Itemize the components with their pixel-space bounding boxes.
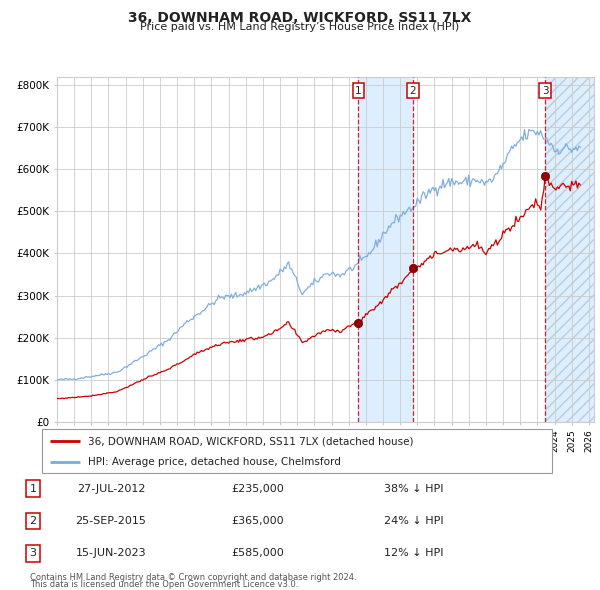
Text: £365,000: £365,000 xyxy=(232,516,284,526)
Text: 15-JUN-2023: 15-JUN-2023 xyxy=(76,549,146,558)
Text: HPI: Average price, detached house, Chelmsford: HPI: Average price, detached house, Chel… xyxy=(88,457,341,467)
Text: 24% ↓ HPI: 24% ↓ HPI xyxy=(384,516,443,526)
Text: 12% ↓ HPI: 12% ↓ HPI xyxy=(384,549,443,558)
Text: Contains HM Land Registry data © Crown copyright and database right 2024.: Contains HM Land Registry data © Crown c… xyxy=(30,573,356,582)
Text: £235,000: £235,000 xyxy=(232,484,284,493)
Text: £585,000: £585,000 xyxy=(232,549,284,558)
Text: 38% ↓ HPI: 38% ↓ HPI xyxy=(384,484,443,493)
Text: 1: 1 xyxy=(29,484,37,493)
Text: 36, DOWNHAM ROAD, WICKFORD, SS11 7LX: 36, DOWNHAM ROAD, WICKFORD, SS11 7LX xyxy=(128,11,472,25)
Text: 3: 3 xyxy=(542,86,548,96)
Text: Price paid vs. HM Land Registry’s House Price Index (HPI): Price paid vs. HM Land Registry’s House … xyxy=(140,22,460,32)
Text: 2: 2 xyxy=(29,516,37,526)
Text: 27-JUL-2012: 27-JUL-2012 xyxy=(77,484,145,493)
Text: 36, DOWNHAM ROAD, WICKFORD, SS11 7LX (detached house): 36, DOWNHAM ROAD, WICKFORD, SS11 7LX (de… xyxy=(88,437,413,446)
Text: This data is licensed under the Open Government Licence v3.0.: This data is licensed under the Open Gov… xyxy=(30,581,298,589)
Text: 1: 1 xyxy=(355,86,362,96)
Bar xyxy=(545,77,594,422)
Bar xyxy=(358,77,413,422)
Bar xyxy=(545,77,594,422)
Text: 25-SEP-2015: 25-SEP-2015 xyxy=(76,516,146,526)
Text: 3: 3 xyxy=(29,549,37,558)
Text: 2: 2 xyxy=(409,86,416,96)
